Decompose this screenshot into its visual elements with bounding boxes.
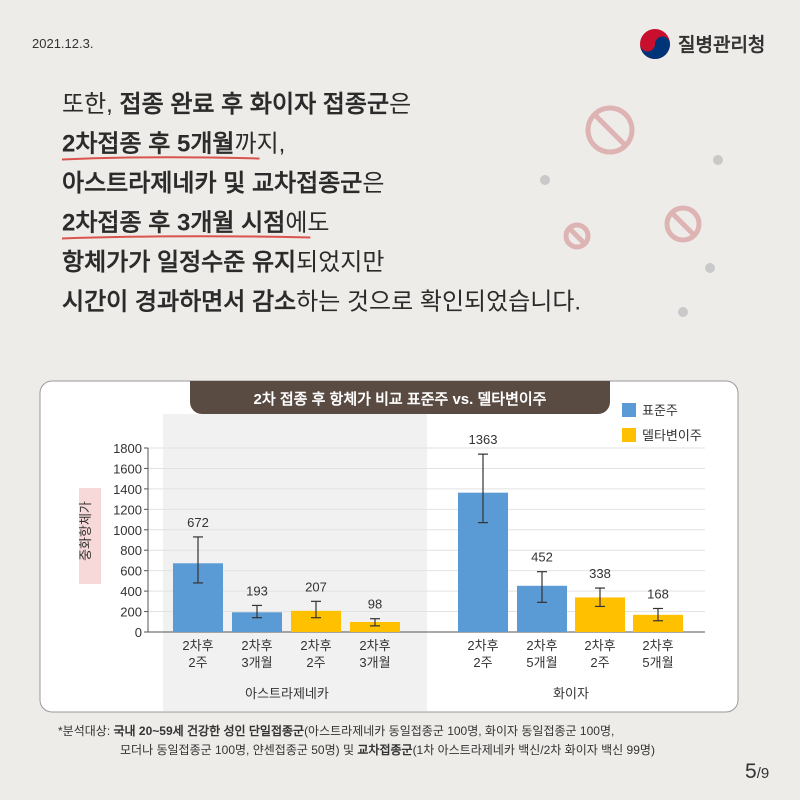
text-segment: 에도 [285, 210, 329, 237]
legend-swatch [622, 428, 636, 442]
y-tick-label: 600 [120, 564, 142, 579]
x-tick-label: 2주 [473, 655, 492, 670]
text-segment: 2차접종 후 5개월 [62, 131, 235, 158]
text-segment: 항체가가 일정수준 유지 [62, 249, 296, 276]
y-tick-label: 1200 [113, 502, 142, 517]
x-tick-label: 2차후 [241, 638, 272, 653]
x-tick-label: 2차후 [300, 638, 331, 653]
y-tick-label: 800 [120, 543, 142, 558]
value-label: 1363 [469, 432, 498, 447]
value-label: 98 [368, 597, 382, 612]
chart-title-tab [190, 381, 610, 414]
text-segment: 하는 것으로 확인되었습니다. [296, 289, 581, 316]
text-segment: 국내 20~59세 건강한 성인 단일접종군 [114, 723, 305, 738]
text-segment: 접종 완료 후 화이자 접종군 [120, 91, 390, 118]
text-segment: *분석대상: [58, 724, 114, 738]
page-part: 5 [745, 760, 757, 783]
headline-line: 2차접종 후 3개월 시점에도 [62, 210, 330, 237]
chart-title: 2차 접종 후 항체가 비교 표준주 vs. 델타변이주 [254, 390, 547, 408]
text-segment: 또한, [62, 91, 120, 118]
value-label: 207 [305, 579, 327, 594]
value-label: 193 [246, 583, 268, 598]
y-tick-label: 0 [135, 625, 142, 640]
x-tick-label: 2주 [306, 655, 325, 670]
text-segment: 모더나 동일접종군 100명, 얀센접종군 50명) 및 [120, 743, 357, 757]
x-tick-label: 2차후 [359, 638, 390, 653]
x-tick-label: 5개월 [642, 655, 673, 670]
x-tick-label: 2주 [188, 655, 207, 670]
x-tick-label: 2주 [590, 655, 609, 670]
text-segment: 은 [362, 170, 384, 197]
bar [232, 612, 282, 632]
y-tick-label: 200 [120, 605, 142, 620]
virus-dots [540, 155, 723, 317]
virus-decoration [563, 105, 702, 250]
value-label: 672 [187, 515, 209, 530]
value-label: 338 [589, 566, 611, 581]
headline-line: 시간이 경과하면서 감소하는 것으로 확인되었습니다. [62, 289, 581, 316]
group-label: 화이자 [553, 686, 589, 701]
text-segment: (1차 아스트라제네카 백신/2차 화이자 백신 99명) [413, 743, 655, 757]
value-label: 452 [531, 550, 553, 565]
text-segment: 시간이 경과하면서 감소 [62, 289, 296, 316]
legend-swatch [622, 403, 636, 417]
text-segment: 교차접종군 [357, 742, 412, 757]
bar [291, 610, 341, 632]
y-tick-label: 1600 [113, 461, 142, 476]
x-tick-label: 2차후 [182, 638, 213, 653]
bar [633, 614, 683, 632]
legend-label: 표준주 [642, 403, 678, 418]
page-number: 5/9 [745, 760, 769, 783]
text-segment: 되었지만 [296, 249, 384, 276]
y-tick-label: 1400 [113, 482, 142, 497]
y-tick-label: 400 [120, 584, 142, 599]
y-tick-label: 1800 [113, 441, 142, 456]
footnote-line: 모더나 동일접종군 100명, 얀센접종군 50명) 및 교차접종군(1차 아스… [120, 742, 655, 757]
logo [640, 29, 670, 59]
y-tick-label: 1000 [113, 523, 142, 538]
date: 2021.12.3. [32, 36, 93, 51]
x-tick-label: 2차후 [526, 638, 557, 653]
chart: 0 200 400 600 800 1000 1200 1400 1600 1800 2차후 2주 2차… [113, 403, 705, 701]
x-tick-label: 2차후 [584, 638, 615, 653]
headline-line: 2차접종 후 5개월까지, [62, 131, 285, 158]
headline-line: 항체가가 일정수준 유지되었지만 [62, 249, 384, 276]
x-tick-label: 5개월 [526, 655, 557, 670]
text-segment: (아스트라제네카 동일접종군 100명, 화이자 동일접종군 100명, [304, 724, 614, 738]
text-segment: 2차접종 후 3개월 시점 [62, 210, 285, 237]
text-segment: 아스트라제네카 및 교차접종군 [62, 170, 362, 197]
footnote: *분석대상: 국내 20~59세 건강한 성인 단일접종군(아스트라제네카 동일… [58, 723, 655, 757]
x-tick-label: 3개월 [359, 655, 390, 670]
text-segment: 까지, [235, 131, 286, 158]
x-tick-label: 2차후 [642, 638, 673, 653]
x-tick-label: 2차후 [467, 638, 498, 653]
headline-line: 아스트라제네카 및 교차접종군은 [62, 170, 384, 197]
headline-line: 또한, 접종 완료 후 화이자 접종군은 [62, 91, 411, 118]
page-part: /9 [757, 765, 770, 782]
legend-label: 델타변이주 [642, 428, 702, 443]
y-label-box [79, 488, 101, 584]
agency: 질병관리청 [678, 34, 765, 56]
underline [61, 235, 311, 240]
value-label: 168 [647, 586, 669, 601]
bar [350, 621, 400, 632]
text-segment: 은 [389, 91, 411, 118]
group-shade [163, 414, 427, 711]
x-tick-label: 3개월 [241, 655, 272, 670]
group-label: 아스트라제네카 [245, 686, 329, 701]
underline [61, 156, 260, 161]
footnote-line: *분석대상: 국내 20~59세 건강한 성인 단일접종군(아스트라제네카 동일… [58, 723, 614, 738]
y-axis-label: 중화항체가 [78, 501, 93, 561]
